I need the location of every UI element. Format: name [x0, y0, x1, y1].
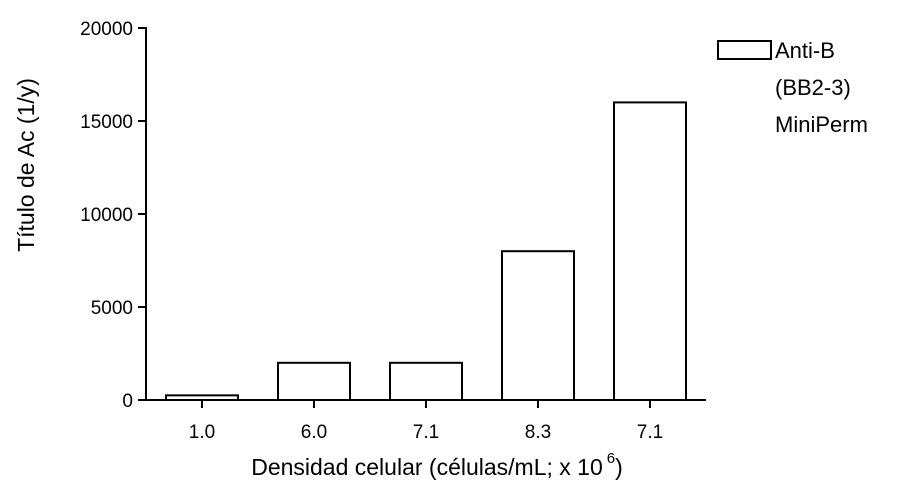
bar-3 [389, 361, 463, 401]
legend-label-line-1: Anti-B [775, 38, 835, 63]
x-ticks-group: 1.0 6.0 7.1 8.3 7.1 [189, 400, 663, 443]
y-tick-label-10000: 10000 [80, 205, 133, 226]
x-axis-title-superscript: 6 [607, 450, 615, 467]
x-tick-label-4: 8.3 [525, 422, 551, 443]
x-axis-title-close: ) [615, 454, 623, 480]
x-tick-label-2: 6.0 [301, 422, 327, 443]
x-tick-label-3: 7.1 [413, 422, 439, 443]
bars-group [165, 101, 687, 402]
legend: Anti-B (BB2-3) MiniPerm [717, 38, 868, 137]
y-tick-label-15000: 15000 [80, 112, 133, 133]
y-tick-label-20000: 20000 [80, 19, 133, 40]
bar-4 [501, 250, 575, 401]
x-tick-label-1: 1.0 [189, 422, 215, 443]
y-tick-label-0: 0 [122, 391, 133, 412]
legend-swatch [717, 40, 772, 60]
bar-2 [277, 361, 351, 401]
y-axis-title: Título de Ac (1/y) [13, 78, 39, 252]
y-tick-label-5000: 5000 [91, 298, 133, 319]
legend-label-line-3: MiniPerm [775, 112, 868, 137]
y-ticks-group: 0 5000 10000 15000 20000 [80, 19, 146, 412]
x-tick-label-5: 7.1 [637, 422, 663, 443]
x-axis-title: Densidad celular (células/mL; x 10 6) [251, 450, 623, 480]
x-axis-title-main: Densidad celular (células/mL; x 10 [251, 454, 603, 480]
legend-label-line-2: (BB2-3) [775, 75, 851, 100]
bar-5 [613, 101, 687, 402]
